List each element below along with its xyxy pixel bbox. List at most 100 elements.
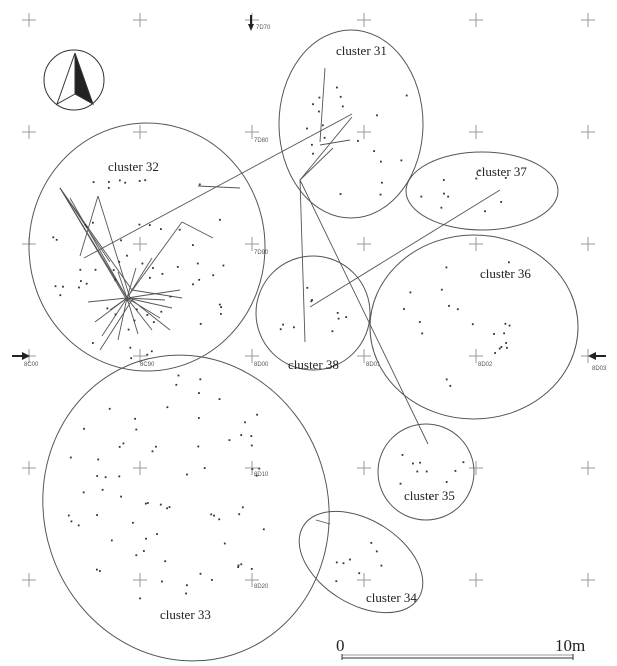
artifact-point [112, 269, 115, 271]
artifact-point [199, 378, 202, 381]
artifact-point [258, 467, 261, 470]
artifact-point [336, 86, 338, 89]
artifact-point [318, 110, 320, 113]
artifact-point [67, 514, 70, 517]
cluster-38-ellipse [255, 255, 371, 371]
artifact-point [83, 427, 85, 430]
artifact-point [250, 568, 253, 570]
artifact-point [370, 542, 373, 544]
artifact-point [420, 195, 423, 198]
artifact-point [120, 495, 122, 498]
artifact-point [104, 476, 107, 479]
artifact-point [135, 308, 138, 311]
artifact-point [237, 564, 240, 567]
artifact-point [164, 560, 167, 563]
artifact-point [79, 268, 82, 271]
artifact-point [110, 539, 113, 542]
artifact-point [155, 445, 157, 448]
artifact-point [146, 314, 149, 316]
artifact-point [149, 276, 151, 279]
artifact-point [357, 140, 359, 142]
artifact-point [405, 94, 408, 97]
cluster-36-ellipse [369, 234, 579, 420]
artifact-point [176, 266, 179, 268]
artifact-point [199, 323, 202, 325]
artifact-point [192, 283, 194, 286]
artifact-point [321, 124, 324, 127]
artifact-point [241, 506, 244, 509]
artifact-point [59, 294, 62, 297]
artifact-point [508, 261, 510, 264]
artifact-point [148, 224, 151, 226]
artifact-point [331, 330, 334, 333]
artifact-point [240, 434, 243, 436]
artifact-point [118, 446, 121, 448]
artifact-point [160, 310, 163, 313]
artifact-point [448, 305, 450, 307]
artifact-point [293, 326, 295, 329]
artifact-point [55, 238, 58, 241]
artifact-point [419, 461, 421, 464]
artifact-point [218, 518, 221, 521]
grid-label: 8D20 [254, 584, 269, 590]
artifact-point [101, 488, 104, 491]
artifact-point [335, 580, 338, 583]
artifact-point [445, 481, 448, 483]
cluster-33-ellipse [42, 354, 330, 662]
artifact-point [92, 342, 94, 344]
artifact-point [312, 152, 314, 155]
artifact-point [506, 346, 508, 349]
artifact-point [349, 558, 351, 561]
artifact-point [77, 524, 80, 527]
artifact-point [151, 450, 154, 453]
artifact-point [250, 444, 253, 447]
cluster-34-ellipse [298, 510, 424, 614]
artifact-point [96, 475, 99, 477]
artifact-point [251, 468, 254, 471]
artifact-point [197, 417, 200, 419]
artifact-point [177, 374, 180, 377]
artifact-point [240, 563, 243, 566]
artifact-point [92, 181, 95, 183]
artifact-point [82, 491, 85, 494]
artifact-point [186, 584, 188, 587]
artifact-point [169, 295, 172, 298]
artifact-point [358, 572, 361, 575]
artifact-point [440, 206, 443, 209]
artifact-point [145, 537, 147, 540]
artifact-point [124, 181, 127, 184]
artifact-point [425, 470, 428, 473]
artifact-point [70, 520, 73, 523]
artifact-point [120, 239, 122, 242]
artifact-point [256, 413, 258, 416]
artifact-point [376, 114, 378, 117]
grid-label: 8C00 [24, 362, 39, 368]
artifact-point [178, 228, 181, 231]
grid-label: 7D70 [256, 25, 271, 31]
cluster-label: cluster 36 [480, 266, 531, 281]
artifact-point [80, 280, 82, 282]
connection-lines [59, 67, 501, 525]
artifact-point [62, 285, 64, 288]
artifact-point [52, 236, 55, 239]
artifact-point [185, 592, 187, 595]
artifact-point [416, 470, 419, 473]
artifact-point [447, 195, 449, 198]
artifact-point [69, 456, 72, 459]
artifact-point [412, 462, 414, 465]
artifact-point [138, 180, 141, 182]
artifact-point [409, 291, 412, 294]
artifact-point [494, 352, 496, 354]
artifact-point [237, 566, 240, 568]
artifact-point [203, 467, 206, 469]
artifact-point [445, 266, 448, 269]
artifact-point [505, 342, 507, 344]
artifact-point [306, 127, 308, 130]
artifact-point [228, 439, 231, 441]
artifact-point [279, 328, 282, 331]
artifact-point [152, 267, 154, 269]
artifact-point [318, 96, 321, 99]
artifact-point [84, 224, 87, 226]
artifact-point [311, 299, 313, 301]
